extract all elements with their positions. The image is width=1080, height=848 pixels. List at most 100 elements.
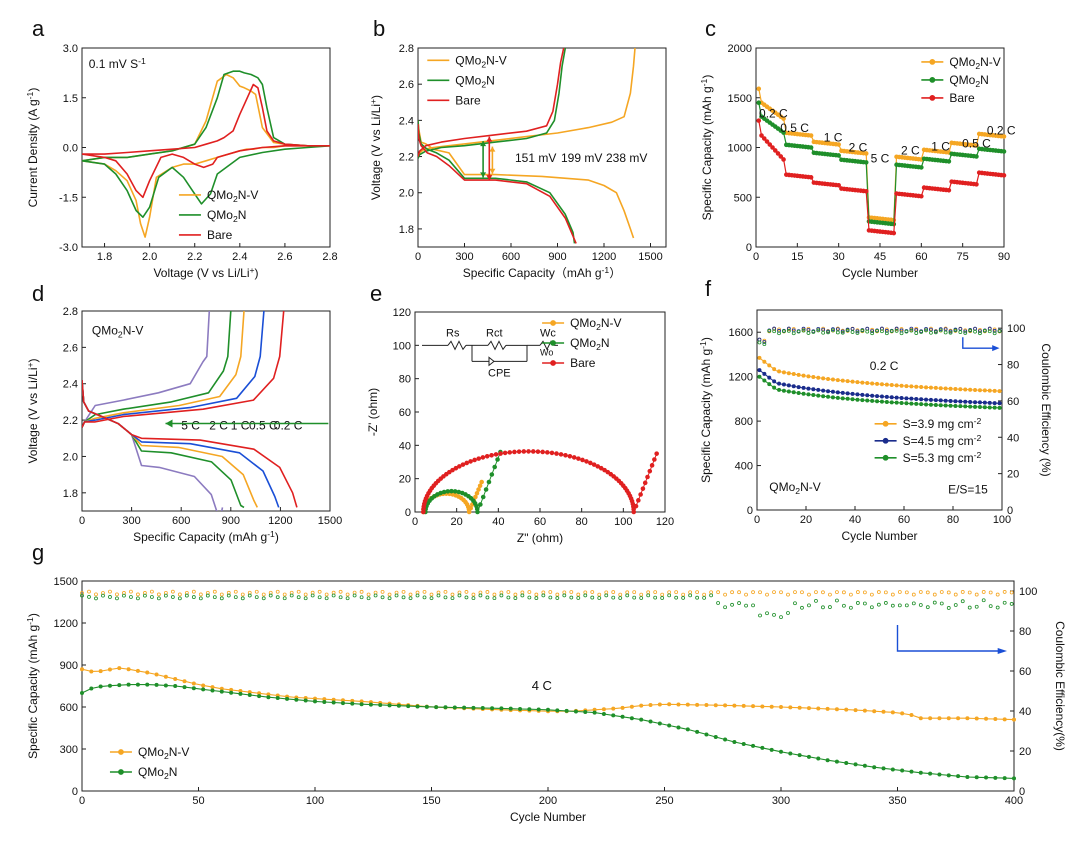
y2-tick-label: 40 <box>1007 432 1019 444</box>
ce-point <box>786 611 790 615</box>
text-part: QMo <box>92 324 118 338</box>
nyquist-point <box>443 471 449 477</box>
cycling-point <box>639 703 644 708</box>
capacity-point <box>845 379 850 384</box>
y-tick-label: 800 <box>735 416 753 428</box>
cycling-point <box>173 677 178 682</box>
cycling-point <box>285 696 290 701</box>
cycling-point <box>900 768 905 773</box>
ce-point <box>835 330 840 335</box>
capacity-point <box>938 398 943 403</box>
ce-point <box>380 589 385 594</box>
y-tick-label: 600 <box>60 702 78 714</box>
ce-point <box>632 590 637 594</box>
capacity-point <box>919 402 924 407</box>
ce-axis-arrow <box>896 625 1001 652</box>
text-part: Specific Capacity (mAh g <box>133 530 267 544</box>
capacity-point <box>924 385 929 390</box>
text-part: 2 <box>596 342 601 352</box>
discharge-curve-0.2 C <box>82 380 298 508</box>
capacity-point <box>870 381 875 386</box>
text-part: N <box>486 73 495 87</box>
capacity-point <box>786 389 791 394</box>
ce-point <box>136 592 140 597</box>
text-part: QMo <box>769 480 795 494</box>
ce-point <box>492 596 497 601</box>
y-tick-label: 500 <box>734 192 752 204</box>
ce-point <box>791 331 796 336</box>
ce-point <box>129 595 133 599</box>
rate-point <box>946 159 952 164</box>
text-part: 2 <box>118 330 123 340</box>
nyquist-point <box>464 460 470 466</box>
x-tick-label: 100 <box>993 514 1011 526</box>
ce-point <box>800 590 804 595</box>
text-part: -1 <box>138 56 146 66</box>
legend-marker <box>929 59 936 65</box>
text-part: ) <box>255 266 259 280</box>
capacity-point <box>781 370 786 375</box>
ce-point <box>562 593 567 598</box>
cycling-point <box>732 740 737 745</box>
text-part: + <box>25 362 35 367</box>
capacity-point <box>953 399 958 404</box>
cv-curve-Bare <box>82 83 330 199</box>
x-axis-title: Cycle Number <box>842 266 918 280</box>
ce-point <box>275 595 280 600</box>
capacity-point <box>811 387 816 392</box>
capacity-point <box>801 391 806 396</box>
cycling-point <box>238 691 243 696</box>
ce-point <box>115 592 119 597</box>
x-tick-label: 1200 <box>268 515 292 527</box>
legend-label: S=5.3 mg cm-2 <box>903 450 982 465</box>
rate-label: 1 C <box>931 139 950 153</box>
cycling-point <box>573 709 578 714</box>
x-tick-label: 60 <box>915 251 927 263</box>
capacity-point <box>767 382 772 387</box>
ce-point <box>870 329 875 334</box>
rate-label: 1 C <box>824 131 843 145</box>
ce-point <box>408 596 413 601</box>
ce-point <box>826 330 830 335</box>
cycling-point <box>312 699 317 704</box>
ce-point <box>94 596 98 601</box>
ce-point <box>366 596 371 601</box>
capacity-point <box>943 398 948 403</box>
ce-point <box>946 590 951 595</box>
nyquist-point <box>640 486 646 491</box>
capacity-point <box>860 380 865 385</box>
cycling-point <box>928 771 933 776</box>
ce-point <box>751 603 755 608</box>
ce-point <box>590 590 595 594</box>
y-tick-label: 2.8 <box>63 306 78 318</box>
resistor-rct <box>487 340 507 351</box>
rate-point <box>778 154 784 159</box>
capacity-point <box>762 378 767 383</box>
cycling-point <box>639 717 644 722</box>
arrow-head <box>997 648 1008 654</box>
legend-marker <box>929 95 936 101</box>
capacity-point <box>904 384 909 389</box>
arrow-head <box>480 172 487 178</box>
cycling-point <box>80 667 85 672</box>
ce-point <box>660 592 665 597</box>
ce-point <box>716 590 720 595</box>
text-part: -1 <box>602 265 610 275</box>
capacity-point <box>884 382 889 387</box>
rate-point <box>767 142 773 147</box>
ce-point <box>765 611 769 616</box>
text-part: N-V <box>123 324 144 338</box>
capacity-point <box>860 392 865 397</box>
capacity-point <box>973 387 978 392</box>
x-axis-title: Specific Capacity（mAh g-1） <box>463 265 621 280</box>
cycling-point <box>536 707 541 712</box>
ce-point <box>478 593 483 598</box>
text-part: + <box>368 99 378 104</box>
text-part: N-V <box>238 188 259 202</box>
cycling-point <box>89 669 94 674</box>
ce-point <box>777 327 781 332</box>
cycling-point <box>965 716 970 721</box>
ce-point <box>849 592 853 597</box>
rate-point <box>891 230 897 236</box>
nyquist-point <box>638 492 643 497</box>
